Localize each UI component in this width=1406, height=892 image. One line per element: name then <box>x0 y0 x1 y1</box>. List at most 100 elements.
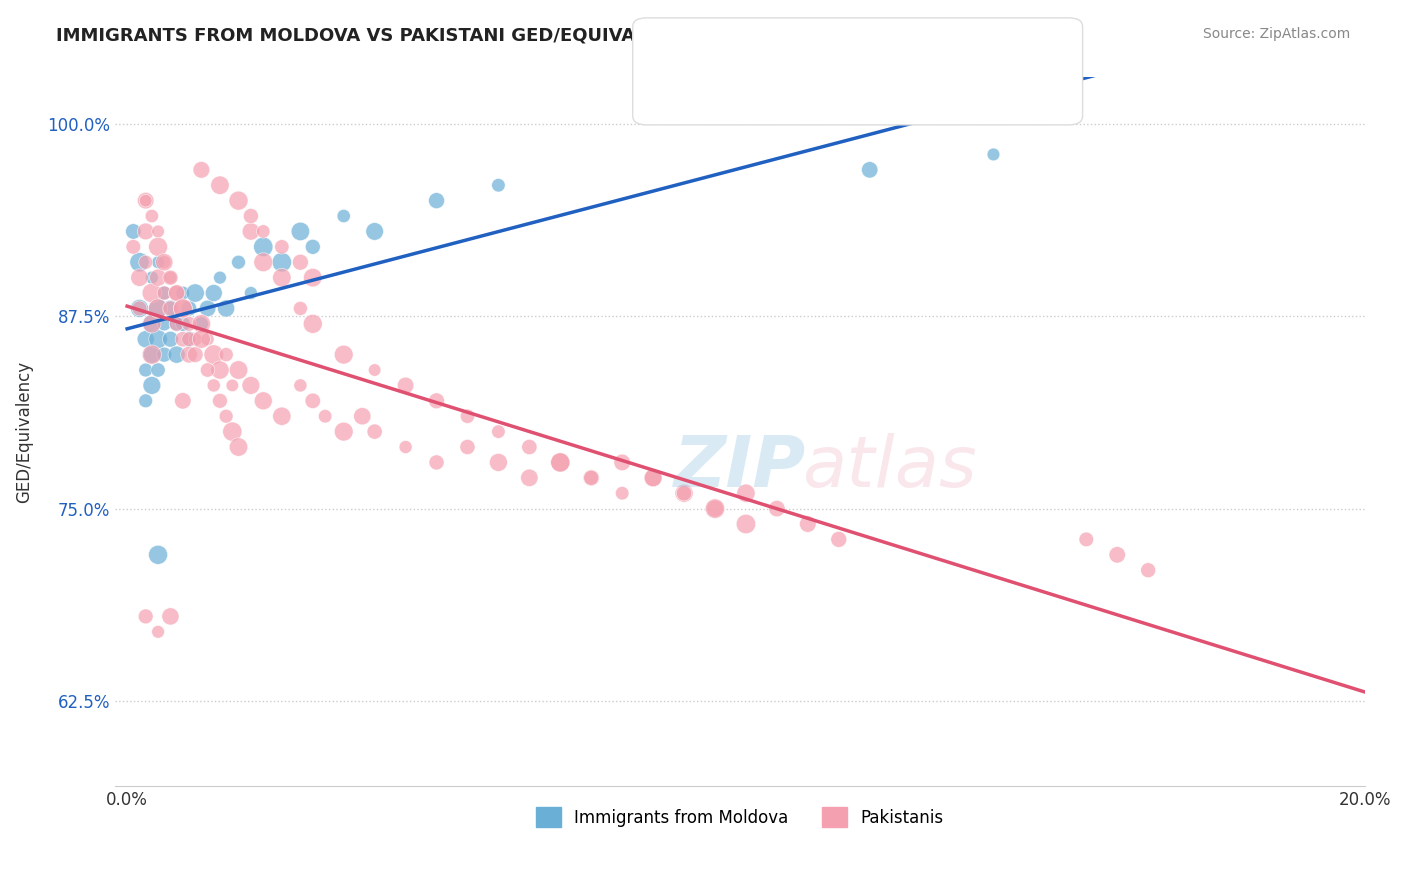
Point <box>332 425 354 439</box>
Point <box>146 301 169 316</box>
Point <box>172 332 194 346</box>
Point <box>735 516 758 531</box>
Point <box>332 348 354 362</box>
Point <box>146 240 169 254</box>
Point <box>166 317 188 331</box>
Point <box>239 286 262 301</box>
Point <box>197 332 219 346</box>
Point <box>146 624 169 639</box>
Point <box>486 455 509 469</box>
Point <box>135 194 157 208</box>
Point <box>190 317 212 331</box>
Point <box>828 533 851 547</box>
Point <box>208 393 231 408</box>
Point <box>332 209 354 223</box>
Point <box>425 393 447 408</box>
Point <box>704 501 727 516</box>
Point <box>425 194 447 208</box>
Text: ■: ■ <box>675 75 696 95</box>
Point <box>228 440 250 454</box>
Point <box>172 317 194 331</box>
Point <box>290 378 312 392</box>
Point <box>172 301 194 316</box>
Point <box>141 270 163 285</box>
Point <box>153 286 176 301</box>
Point <box>270 255 292 269</box>
Text: R =  0.283  N =  44: R = 0.283 N = 44 <box>717 40 879 58</box>
Point <box>228 363 250 377</box>
Point <box>190 162 212 177</box>
Text: ZIP: ZIP <box>673 433 806 501</box>
Point <box>301 317 323 331</box>
Point <box>197 363 219 377</box>
Point <box>166 286 188 301</box>
Point <box>172 393 194 408</box>
Point <box>314 409 336 424</box>
Point <box>290 255 312 269</box>
Point <box>643 471 665 485</box>
Point <box>228 194 250 208</box>
Point <box>228 255 250 269</box>
Point <box>202 348 225 362</box>
Point <box>141 348 163 362</box>
Point <box>128 301 150 316</box>
Point <box>735 486 758 500</box>
Point <box>270 270 292 285</box>
Point <box>141 378 163 392</box>
Point <box>550 455 572 469</box>
Point <box>983 147 1005 161</box>
Point <box>612 486 634 500</box>
Point <box>797 516 820 531</box>
Point <box>135 224 157 238</box>
Point <box>581 471 603 485</box>
Point <box>859 162 882 177</box>
Point <box>394 378 416 392</box>
Point <box>146 548 169 562</box>
Point <box>146 255 169 269</box>
Point <box>184 348 207 362</box>
Point <box>252 240 274 254</box>
Point <box>673 486 696 500</box>
Point <box>141 209 163 223</box>
Point <box>486 425 509 439</box>
Y-axis label: GED/Equivalency: GED/Equivalency <box>15 360 32 503</box>
Point <box>135 255 157 269</box>
Point <box>766 501 789 516</box>
Point <box>146 270 169 285</box>
Point <box>177 348 200 362</box>
Point <box>153 348 176 362</box>
Point <box>177 332 200 346</box>
Point <box>352 409 374 424</box>
Point <box>146 332 169 346</box>
Point <box>239 224 262 238</box>
Text: ■: ■ <box>675 39 696 59</box>
Point <box>1076 533 1098 547</box>
Point <box>252 255 274 269</box>
Point <box>363 224 385 238</box>
Point <box>239 209 262 223</box>
Point <box>270 409 292 424</box>
Point <box>159 301 181 316</box>
Text: IMMIGRANTS FROM MOLDOVA VS PAKISTANI GED/EQUIVALENCY CORRELATION CHART: IMMIGRANTS FROM MOLDOVA VS PAKISTANI GED… <box>56 27 922 45</box>
Point <box>177 332 200 346</box>
Point <box>704 501 727 516</box>
Point <box>517 471 540 485</box>
Point <box>172 286 194 301</box>
Point <box>128 270 150 285</box>
Point <box>612 455 634 469</box>
Point <box>146 363 169 377</box>
Point <box>141 348 163 362</box>
Point <box>215 409 238 424</box>
Point <box>166 348 188 362</box>
Legend: Immigrants from Moldova, Pakistanis: Immigrants from Moldova, Pakistanis <box>530 800 950 834</box>
Point <box>550 455 572 469</box>
Point <box>190 317 212 331</box>
Point <box>146 301 169 316</box>
Point <box>159 270 181 285</box>
Point <box>202 286 225 301</box>
Point <box>197 301 219 316</box>
Point <box>673 486 696 500</box>
Point <box>517 440 540 454</box>
Point <box>166 286 188 301</box>
Point <box>208 363 231 377</box>
